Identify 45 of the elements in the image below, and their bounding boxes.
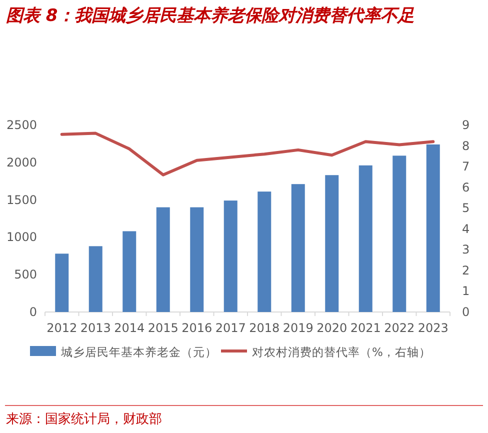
bar bbox=[325, 175, 339, 312]
legend-label: 城乡居民年基本养老金（元） bbox=[60, 345, 217, 359]
bar bbox=[156, 207, 170, 312]
x-tick-label: 2022 bbox=[384, 321, 415, 335]
x-tick-label: 2023 bbox=[418, 321, 448, 335]
bar bbox=[426, 144, 440, 312]
bar bbox=[392, 156, 406, 312]
bar bbox=[190, 207, 204, 312]
x-tick-label: 2019 bbox=[282, 321, 314, 335]
x-tick-label: 2013 bbox=[80, 321, 111, 335]
y2-tick-label: 2 bbox=[462, 263, 470, 278]
bar bbox=[88, 246, 102, 312]
y2-tick-label: 7 bbox=[462, 160, 470, 174]
y2-tick-label: 4 bbox=[462, 222, 470, 236]
line-series bbox=[60, 132, 435, 176]
y-tick-label: 0 bbox=[29, 305, 37, 319]
y-tick-label: 2500 bbox=[6, 118, 37, 132]
x-tick-label: 2021 bbox=[350, 321, 381, 335]
y2-tick-label: 8 bbox=[462, 138, 470, 153]
chart-title: 图表 8：我国城乡居民基本养老保险对消费替代率不足 bbox=[6, 5, 416, 28]
x-tick-label: 2014 bbox=[114, 321, 145, 335]
y-tick-label: 1000 bbox=[6, 230, 37, 244]
x-tick-label: 2012 bbox=[46, 321, 78, 335]
y2-tick-label: 9 bbox=[462, 118, 470, 132]
x-tick-label: 2016 bbox=[182, 321, 212, 335]
y-tick-label: 500 bbox=[14, 268, 37, 282]
legend-label: 对农村消费的替代率（%，右轴） bbox=[252, 345, 431, 359]
bar bbox=[224, 200, 238, 312]
y2-tick-label: 1 bbox=[462, 284, 470, 298]
y2-tick-label: 6 bbox=[462, 180, 470, 194]
bar bbox=[55, 254, 69, 312]
x-tick-label: 2020 bbox=[316, 321, 348, 335]
y-tick-label: 2000 bbox=[6, 155, 37, 170]
bar bbox=[358, 165, 372, 312]
x-tick-label: 2017 bbox=[215, 321, 246, 335]
x-tick-label: 2018 bbox=[249, 321, 280, 335]
y-tick-label: 1500 bbox=[6, 192, 37, 207]
y2-tick-label: 0 bbox=[462, 305, 470, 319]
bar bbox=[291, 184, 305, 312]
y2-tick-label: 5 bbox=[462, 201, 470, 216]
y2-tick-label: 3 bbox=[462, 242, 470, 257]
bar bbox=[258, 192, 272, 312]
bar bbox=[122, 231, 136, 312]
x-tick-label: 2015 bbox=[148, 321, 178, 335]
source-note: 来源：国家统计局，财政部 bbox=[6, 411, 162, 428]
